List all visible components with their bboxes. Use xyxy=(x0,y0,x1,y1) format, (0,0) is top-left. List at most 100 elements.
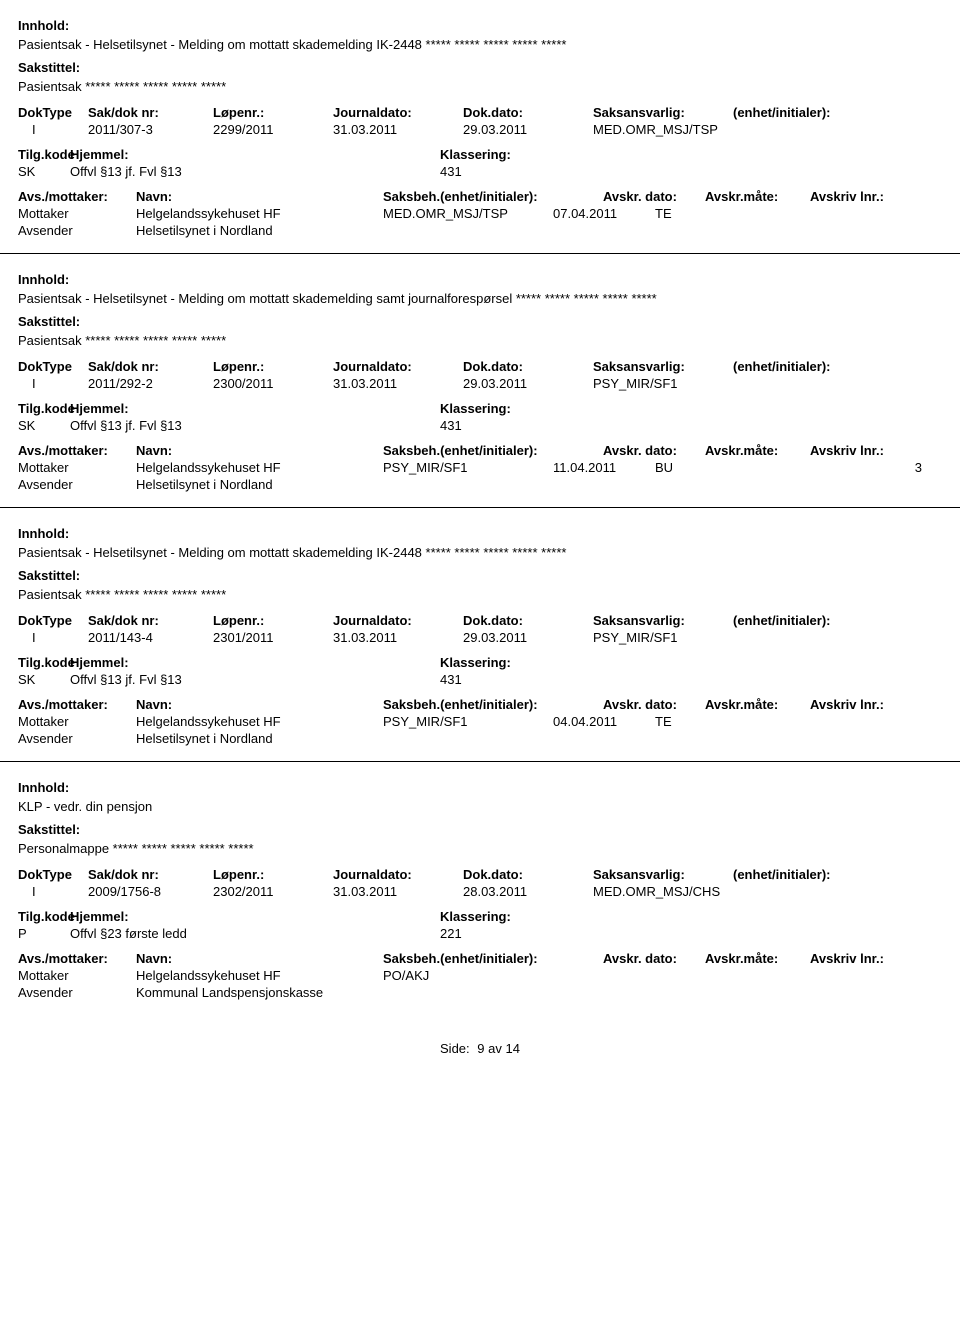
value-enhet xyxy=(733,883,863,900)
mottaker-navn: Helgelandssykehuset HF xyxy=(136,967,383,984)
journal-record: Innhold: Pasientsak - Helsetilsynet - Me… xyxy=(0,0,960,254)
value-doktype: I xyxy=(18,121,88,138)
innhold-text: Pasientsak - Helsetilsynet - Melding om … xyxy=(18,37,942,52)
mottaker-saksbeh: MED.OMR_MSJ/TSP xyxy=(383,205,553,222)
label-dokdato: Dok.dato: xyxy=(463,104,593,121)
value-klassering: 431 xyxy=(440,417,640,434)
value-hjemmel: Offvl §13 jf. Fvl §13 xyxy=(70,417,440,434)
label-saksansvarlig: Saksansvarlig: xyxy=(593,866,733,883)
innhold-text: KLP - vedr. din pensjon xyxy=(18,799,942,814)
mottaker-navn: Helgelandssykehuset HF xyxy=(136,459,383,476)
value-hjemmel: Offvl §13 jf. Fvl §13 xyxy=(70,671,440,688)
label-avskrlnr: Avskriv lnr.: xyxy=(810,696,942,713)
label-navn: Navn: xyxy=(136,442,383,459)
label-doktype: DokType xyxy=(18,866,88,883)
label-saksbeh: Saksbeh.(enhet/initialer): xyxy=(383,188,603,205)
label-saksansvarlig: Saksansvarlig: xyxy=(593,358,733,375)
avsender-label: Avsender xyxy=(18,476,136,493)
label-tilgkode: Tilg.kode xyxy=(18,146,70,163)
journal-record: Innhold: KLP - vedr. din pensjon Sakstit… xyxy=(0,762,960,1015)
label-hjemmel: Hjemmel: xyxy=(70,400,440,417)
value-tilgkode: SK xyxy=(18,163,70,180)
label-navn: Navn: xyxy=(136,188,383,205)
value-klassering: 431 xyxy=(440,163,640,180)
value-tilgkode: SK xyxy=(18,671,70,688)
mottaker-avskrdato: 11.04.2011 xyxy=(553,459,655,476)
avsender-navn: Helsetilsynet i Nordland xyxy=(136,222,383,239)
footer-sep: av xyxy=(488,1041,502,1056)
value-saksansvarlig: MED.OMR_MSJ/TSP xyxy=(593,121,733,138)
label-dokdato: Dok.dato: xyxy=(463,358,593,375)
label-klassering: Klassering: xyxy=(440,400,640,417)
value-journaldato: 31.03.2011 xyxy=(333,883,463,900)
value-dokdato: 28.03.2011 xyxy=(463,883,593,900)
journal-record: Innhold: Pasientsak - Helsetilsynet - Me… xyxy=(0,508,960,762)
label-innhold: Innhold: xyxy=(18,780,942,795)
value-dokdato: 29.03.2011 xyxy=(463,629,593,646)
value-lopenr: 2299/2011 xyxy=(213,121,333,138)
label-avsmottaker: Avs./mottaker: xyxy=(18,696,136,713)
label-journaldato: Journaldato: xyxy=(333,358,463,375)
label-avsmottaker: Avs./mottaker: xyxy=(18,950,136,967)
label-avsmottaker: Avs./mottaker: xyxy=(18,188,136,205)
value-saksansvarlig: PSY_MIR/SF1 xyxy=(593,629,733,646)
label-enhet: (enhet/initialer): xyxy=(733,612,863,629)
sakstittel-text: Pasientsak ***** ***** ***** ***** ***** xyxy=(18,587,942,602)
mottaker-navn: Helgelandssykehuset HF xyxy=(136,205,383,222)
value-sakdok: 2009/1756-8 xyxy=(88,883,213,900)
label-sakdok: Sak/dok nr: xyxy=(88,866,213,883)
value-sakdok: 2011/292-2 xyxy=(88,375,213,392)
value-doktype: I xyxy=(18,883,88,900)
label-sakstittel: Sakstittel: xyxy=(18,60,942,75)
label-doktype: DokType xyxy=(18,358,88,375)
label-avskrmate: Avskr.måte: xyxy=(705,950,810,967)
label-lopenr: Løpenr.: xyxy=(213,358,333,375)
mottaker-avskrdato: 04.04.2011 xyxy=(553,713,655,730)
label-doktype: DokType xyxy=(18,612,88,629)
value-saksansvarlig: MED.OMR_MSJ/CHS xyxy=(593,883,733,900)
avsender-navn: Helsetilsynet i Nordland xyxy=(136,730,383,747)
label-hjemmel: Hjemmel: xyxy=(70,908,440,925)
label-sakstittel: Sakstittel: xyxy=(18,568,942,583)
value-doktype: I xyxy=(18,375,88,392)
label-hjemmel: Hjemmel: xyxy=(70,146,440,163)
value-hjemmel: Offvl §13 jf. Fvl §13 xyxy=(70,163,440,180)
value-journaldato: 31.03.2011 xyxy=(333,121,463,138)
avsender-label: Avsender xyxy=(18,222,136,239)
label-lopenr: Løpenr.: xyxy=(213,866,333,883)
label-avsmottaker: Avs./mottaker: xyxy=(18,442,136,459)
label-avskrdato: Avskr. dato: xyxy=(603,188,705,205)
value-klassering: 431 xyxy=(440,671,640,688)
value-tilgkode: P xyxy=(18,925,70,942)
label-sakdok: Sak/dok nr: xyxy=(88,104,213,121)
label-avskrlnr: Avskriv lnr.: xyxy=(810,950,942,967)
mottaker-saksbeh: PSY_MIR/SF1 xyxy=(383,459,553,476)
mottaker-label: Mottaker xyxy=(18,967,136,984)
mottaker-label: Mottaker xyxy=(18,713,136,730)
label-avskrdato: Avskr. dato: xyxy=(603,950,705,967)
label-avskrmate: Avskr.måte: xyxy=(705,442,810,459)
innhold-text: Pasientsak - Helsetilsynet - Melding om … xyxy=(18,291,942,306)
label-journaldato: Journaldato: xyxy=(333,104,463,121)
mottaker-label: Mottaker xyxy=(18,205,136,222)
value-lopenr: 2301/2011 xyxy=(213,629,333,646)
label-saksbeh: Saksbeh.(enhet/initialer): xyxy=(383,696,603,713)
label-hjemmel: Hjemmel: xyxy=(70,654,440,671)
label-avskrmate: Avskr.måte: xyxy=(705,188,810,205)
label-avskrlnr: Avskriv lnr.: xyxy=(810,188,942,205)
label-tilgkode: Tilg.kode xyxy=(18,400,70,417)
label-avskrmate: Avskr.måte: xyxy=(705,696,810,713)
mottaker-saksbeh: PO/AKJ xyxy=(383,967,553,984)
value-lopenr: 2302/2011 xyxy=(213,883,333,900)
value-saksansvarlig: PSY_MIR/SF1 xyxy=(593,375,733,392)
mottaker-navn: Helgelandssykehuset HF xyxy=(136,713,383,730)
label-enhet: (enhet/initialer): xyxy=(733,104,863,121)
label-avskrlnr: Avskriv lnr.: xyxy=(810,442,942,459)
mottaker-avskrlnr xyxy=(705,967,942,984)
mottaker-avskrlnr: 3 xyxy=(705,459,942,476)
avsender-navn: Helsetilsynet i Nordland xyxy=(136,476,383,493)
value-dokdato: 29.03.2011 xyxy=(463,375,593,392)
mottaker-avskrlnr xyxy=(705,205,942,222)
value-sakdok: 2011/307-3 xyxy=(88,121,213,138)
label-avskrdato: Avskr. dato: xyxy=(603,442,705,459)
